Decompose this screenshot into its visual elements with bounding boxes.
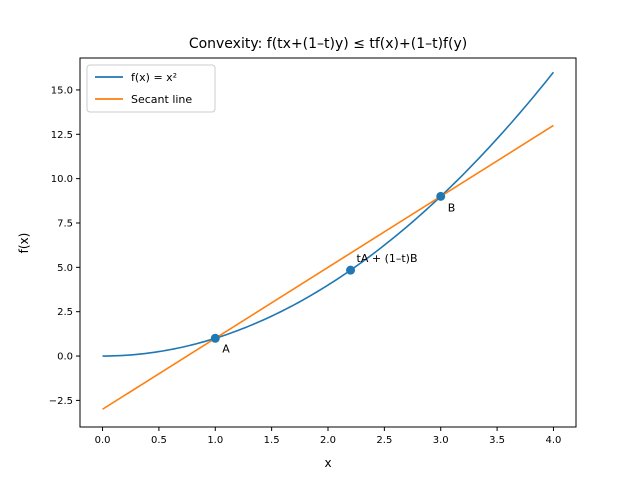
x-tick-label-0: 0.0 [95,435,111,446]
y-tick-label-4: 7.5 [57,218,73,229]
y-tick-label-2: 2.5 [57,307,73,318]
series-line-0 [102,71,555,357]
x-tick-label-8: 4.0 [546,435,562,446]
point-label-0: A [222,342,230,355]
point-marker-2 [346,265,356,275]
x-tick-label-2: 1.0 [207,435,223,446]
point-marker-1 [436,191,446,201]
y-tick-label-5: 10.0 [51,174,73,185]
x-tick-label-6: 3.0 [433,435,449,446]
y-tick-label-7: 15.0 [51,85,73,96]
y-axis-label: f(x) [17,233,31,254]
legend-label-1: Secant line [131,93,192,106]
point-label-2: tA + (1–t)B [357,252,418,265]
y-tick-label-0: −2.5 [49,396,73,407]
x-tick-label-3: 1.5 [264,435,280,446]
chart-title: Convexity: f(tx+(1–t)y) ≤ tf(x)+(1–t)f(y… [189,36,467,52]
x-tick-label-7: 3.5 [489,435,505,446]
y-tick-label-6: 12.5 [51,130,73,141]
legend: f(x) = x² Secant line [86,64,216,113]
legend-label-0: f(x) = x² [131,71,177,84]
x-tick-label-1: 0.5 [151,435,167,446]
x-axis-label: x [324,456,331,470]
series-line-1 [102,124,554,410]
point-marker-0 [210,333,220,343]
point-label-1: B [448,201,456,214]
x-tick-label-5: 2.5 [376,435,392,446]
x-tick-label-4: 2.0 [320,435,336,446]
y-tick-label-3: 5.0 [57,263,73,274]
plot-area: A BtA + (1–t)B 0.0 0.5 1.0 1.5 2.0 2.5 3.0 3.5 4.0… [49,57,577,446]
y-tick-label-1: 0.0 [57,352,73,363]
